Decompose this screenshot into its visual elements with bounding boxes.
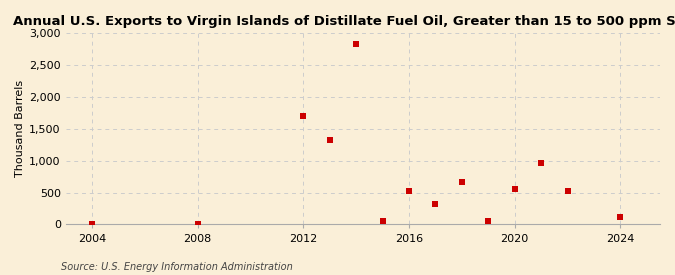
Point <box>483 218 493 223</box>
Point <box>615 215 626 220</box>
Point <box>430 202 441 206</box>
Point <box>404 188 414 193</box>
Text: Source: U.S. Energy Information Administration: Source: U.S. Energy Information Administ… <box>61 262 292 272</box>
Point <box>86 222 97 227</box>
Point <box>325 138 335 142</box>
Title: Annual U.S. Exports to Virgin Islands of Distillate Fuel Oil, Greater than 15 to: Annual U.S. Exports to Virgin Islands of… <box>14 15 675 28</box>
Point <box>536 161 547 166</box>
Y-axis label: Thousand Barrels: Thousand Barrels <box>15 80 25 177</box>
Point <box>377 218 388 223</box>
Point <box>562 188 573 193</box>
Point <box>510 187 520 192</box>
Point <box>456 180 467 185</box>
Point <box>351 42 362 46</box>
Point <box>298 114 308 119</box>
Point <box>192 222 203 227</box>
